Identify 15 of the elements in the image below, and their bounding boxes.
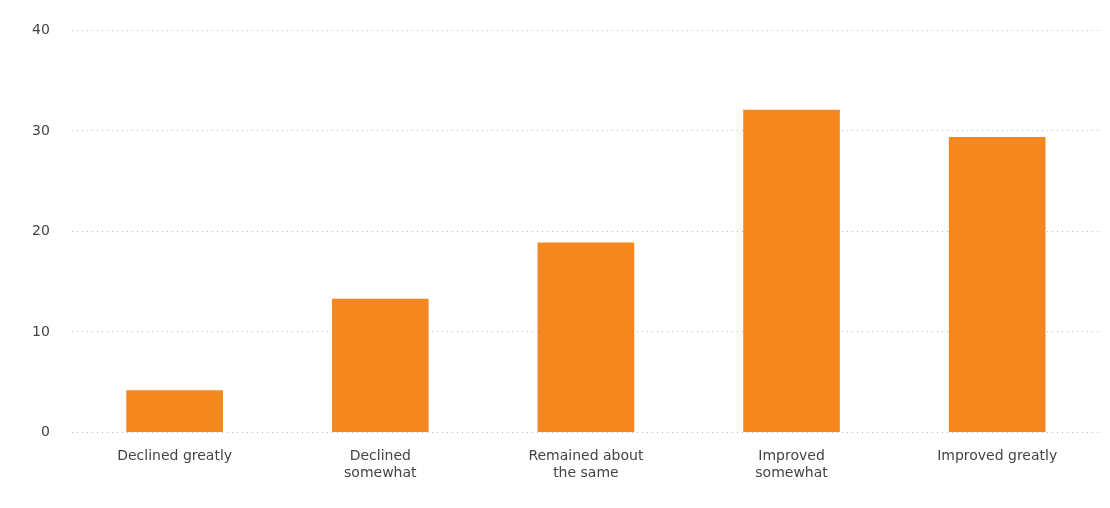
x-tick-label: Improved greatly [937, 447, 1058, 464]
bar [948, 136, 1046, 432]
x-tick-label: Remained about the same [528, 447, 644, 481]
bar [537, 242, 635, 432]
x-tick-label: Declined somewhat [344, 447, 418, 481]
y-tick-label: 40 [31, 21, 50, 38]
bar [743, 109, 840, 432]
bar [331, 298, 429, 432]
bar [126, 390, 223, 432]
x-tick-label: Improved somewhat [755, 447, 829, 481]
y-tick-label: 10 [31, 322, 50, 339]
y-tick-label: 20 [31, 222, 50, 239]
y-tick-label: 0 [40, 423, 50, 440]
x-tick-label: Declined greatly [117, 447, 233, 464]
y-tick-label: 30 [31, 121, 50, 138]
